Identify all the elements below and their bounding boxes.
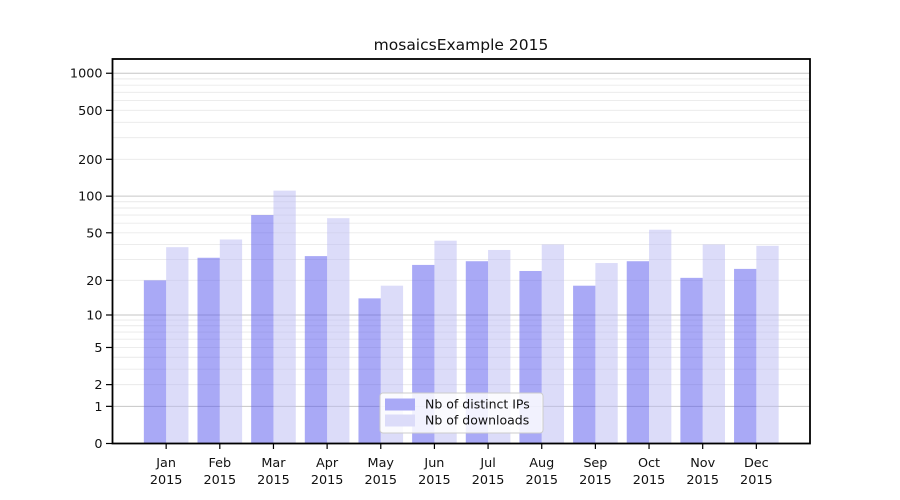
x-tick-label-month: May [368,456,395,471]
legend-swatch-distinct-ips [385,398,415,411]
x-tick-label-year: 2015 [418,473,451,488]
x-tick-label-month: Apr [316,456,339,471]
x-tick-label-month: Mar [261,456,286,471]
y-tick-label: 2 [94,378,102,393]
bar-downloads-mar [273,190,296,444]
y-tick-label: 100 [78,190,102,205]
bar-downloads-nov [702,244,725,444]
bar-downloads-jan [166,247,189,444]
bar-downloads-apr [327,218,350,444]
bar-distinct-ips-nov [680,277,703,444]
x-tick-label-month: Aug [529,456,554,471]
y-tick-label: 1 [94,400,102,415]
chart-title: mosaicsExample 2015 [374,36,549,54]
x-tick-label-year: 2015 [204,473,237,488]
y-tick-label: 500 [78,104,102,119]
bar-distinct-ips-feb [197,257,220,444]
x-tick-label-year: 2015 [472,473,505,488]
axes-frame [111,58,811,445]
x-tick-label-year: 2015 [579,473,612,488]
bar-distinct-ips-jan [143,280,167,444]
bar-downloads-oct [649,229,672,444]
bar-distinct-ips-may [358,298,381,444]
x-tick-label-year: 2015 [740,473,773,488]
x-tick-label-year: 2015 [311,473,344,488]
x-tick-label-month: Jan [155,456,176,471]
x-tick-label-year: 2015 [525,473,558,488]
bar-downloads-aug [541,244,565,444]
x-tick-label-month: Dec [744,456,769,471]
y-tick-label: 200 [78,153,102,168]
y-tick-label: 1000 [70,67,103,82]
legend-label-distinct-ips: Nb of distinct IPs [425,397,530,412]
bar-distinct-ips-apr [304,256,328,444]
plot-area: 0 1 2 5 10 20 50 100 200 500 1000 Jan 2015 Feb 2015 Mar… [70,58,811,488]
bar-distinct-ips-sep [573,285,596,444]
legend-swatch-downloads [385,414,415,427]
x-tick-label-year: 2015 [686,473,719,488]
legend-label-downloads: Nb of downloads [425,413,529,428]
y-tick-label: 0 [94,437,102,452]
x-tick-label-year: 2015 [150,473,183,488]
y-tick-label: 50 [86,226,102,241]
x-tick-label-month: Jun [423,456,444,471]
y-tick-label: 10 [86,308,102,323]
bar-downloads-feb [219,239,243,444]
x-tick-label-month: Nov [690,456,715,471]
x-axis: Jan 2015 Feb 2015 Mar 2015 Apr 2015 May 2015 Jun 20… [150,443,773,488]
bar-distinct-ips-oct [626,261,650,444]
legend-frame [379,392,544,434]
x-tick-label-year: 2015 [633,473,666,488]
x-tick-label-month: Jul [479,456,495,471]
bar-downloads-dec [756,245,779,444]
bar-distinct-ips-dec [734,268,757,444]
x-tick-label-month: Sep [583,456,607,471]
x-tick-label-year: 2015 [364,473,397,488]
x-tick-label-year: 2015 [257,473,290,488]
x-tick-label-month: Oct [638,456,660,471]
y-tick-label: 20 [86,274,102,289]
bar-distinct-ips-mar [251,215,274,444]
bar-downloads-sep [595,263,618,444]
y-axis: 0 1 2 5 10 20 50 100 200 500 1000 [70,67,113,452]
x-tick-label-month: Feb [208,456,231,471]
y-tick-label: 5 [94,341,102,356]
